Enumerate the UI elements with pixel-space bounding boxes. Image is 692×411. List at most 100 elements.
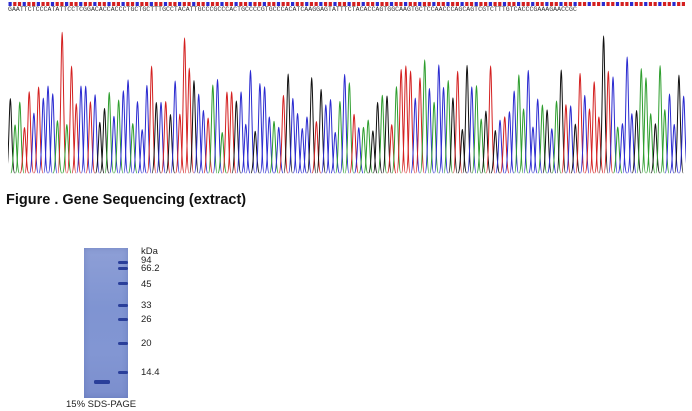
quality-tick bbox=[380, 2, 384, 6]
trace-peak bbox=[302, 116, 312, 174]
quality-tick bbox=[32, 2, 36, 6]
trace-peak bbox=[283, 73, 293, 174]
quality-tick bbox=[418, 2, 422, 6]
quality-tick bbox=[573, 2, 577, 6]
trace-peak bbox=[631, 110, 642, 174]
marker-band bbox=[118, 342, 128, 345]
quality-tick bbox=[229, 2, 233, 6]
quality-tick bbox=[620, 2, 624, 6]
quality-tick bbox=[681, 2, 685, 6]
trace-peak bbox=[62, 124, 72, 174]
quality-tick bbox=[394, 2, 398, 6]
trace-peak bbox=[617, 123, 628, 174]
quality-tick bbox=[201, 2, 205, 6]
quality-tick bbox=[427, 2, 431, 6]
trace-peak bbox=[128, 122, 138, 174]
quality-tick bbox=[46, 2, 50, 6]
quality-tick bbox=[653, 2, 657, 6]
quality-tick bbox=[455, 2, 459, 6]
quality-tick bbox=[276, 2, 281, 6]
quality-tick bbox=[314, 2, 318, 6]
sds-page-gel bbox=[84, 248, 128, 398]
trace-peak bbox=[66, 65, 77, 174]
quality-tick bbox=[112, 2, 116, 6]
trace-peak bbox=[678, 95, 686, 174]
trace-peak bbox=[179, 37, 190, 174]
marker-band bbox=[118, 318, 128, 321]
quality-tick bbox=[436, 2, 441, 6]
protein-band bbox=[94, 380, 110, 384]
quality-tick bbox=[630, 2, 634, 6]
quality-tick bbox=[615, 2, 620, 6]
quality-tick bbox=[526, 2, 530, 6]
quality-tick bbox=[116, 2, 120, 6]
trace-peak bbox=[429, 101, 439, 174]
quality-tick bbox=[601, 2, 605, 6]
quality-tick bbox=[446, 2, 450, 6]
quality-tick bbox=[41, 2, 45, 6]
trace-peak bbox=[297, 128, 308, 174]
trace-peak bbox=[650, 123, 661, 174]
chromatogram-trace bbox=[8, 31, 686, 174]
trace-peak bbox=[490, 130, 501, 174]
quality-tick bbox=[69, 2, 73, 6]
trace-peak bbox=[137, 129, 147, 174]
trace-peak bbox=[24, 91, 34, 174]
quality-tick bbox=[648, 2, 653, 6]
trace-peak bbox=[575, 72, 585, 174]
quality-tick bbox=[107, 2, 111, 6]
quality-tick bbox=[606, 2, 610, 6]
quality-tick bbox=[507, 2, 511, 6]
quality-tick bbox=[399, 2, 403, 6]
trace-peak bbox=[10, 124, 20, 174]
quality-tick bbox=[215, 2, 219, 6]
quality-tick bbox=[333, 2, 337, 6]
mw-label-66: 66.2 bbox=[141, 263, 160, 274]
trace-peak bbox=[273, 126, 284, 174]
quality-tick bbox=[413, 2, 417, 6]
quality-tick bbox=[22, 2, 26, 6]
trace-peak bbox=[170, 80, 180, 174]
mw-label-20: 20 bbox=[141, 338, 152, 349]
trace-peak bbox=[175, 113, 185, 174]
quality-tick bbox=[55, 2, 59, 6]
quality-tick bbox=[178, 2, 182, 6]
trace-peak bbox=[57, 31, 67, 174]
quality-tick bbox=[644, 2, 648, 6]
quality-tick bbox=[126, 2, 130, 6]
quality-tick bbox=[267, 2, 271, 6]
quality-tick bbox=[272, 2, 276, 6]
quality-tick bbox=[220, 2, 224, 6]
quality-tick bbox=[484, 2, 488, 6]
quality-tick bbox=[672, 2, 676, 6]
trace-peak bbox=[71, 103, 82, 174]
quality-tick bbox=[451, 2, 455, 6]
quality-tick bbox=[309, 2, 314, 6]
quality-tick bbox=[667, 2, 671, 6]
quality-tick bbox=[677, 2, 681, 6]
quality-tick bbox=[135, 2, 139, 6]
quality-tick bbox=[545, 2, 549, 6]
quality-tick bbox=[234, 2, 238, 6]
quality-tick bbox=[441, 2, 445, 6]
trace-peak bbox=[245, 69, 256, 174]
quality-tick bbox=[502, 2, 507, 6]
trace-peak bbox=[518, 108, 529, 174]
quality-tick bbox=[36, 2, 40, 6]
quality-tick bbox=[83, 2, 88, 6]
trace-peak bbox=[669, 123, 679, 174]
mw-label-45: 45 bbox=[141, 279, 152, 290]
quality-tick bbox=[27, 2, 31, 6]
quality-tick bbox=[192, 2, 196, 6]
trace-peak bbox=[335, 100, 345, 174]
quality-tick bbox=[521, 2, 525, 6]
quality-tick bbox=[97, 2, 102, 6]
quality-tick bbox=[281, 2, 285, 6]
quality-tick bbox=[597, 2, 601, 6]
trace-peak bbox=[306, 77, 317, 174]
quality-tick bbox=[578, 2, 582, 6]
quality-tick bbox=[74, 2, 78, 6]
quality-tick bbox=[587, 2, 591, 6]
sequencing-chromatogram: GAATTCTCCCATATTCCTCGGACACCACCCTGCTGCTTTG… bbox=[0, 0, 692, 178]
quality-tick bbox=[385, 2, 389, 6]
